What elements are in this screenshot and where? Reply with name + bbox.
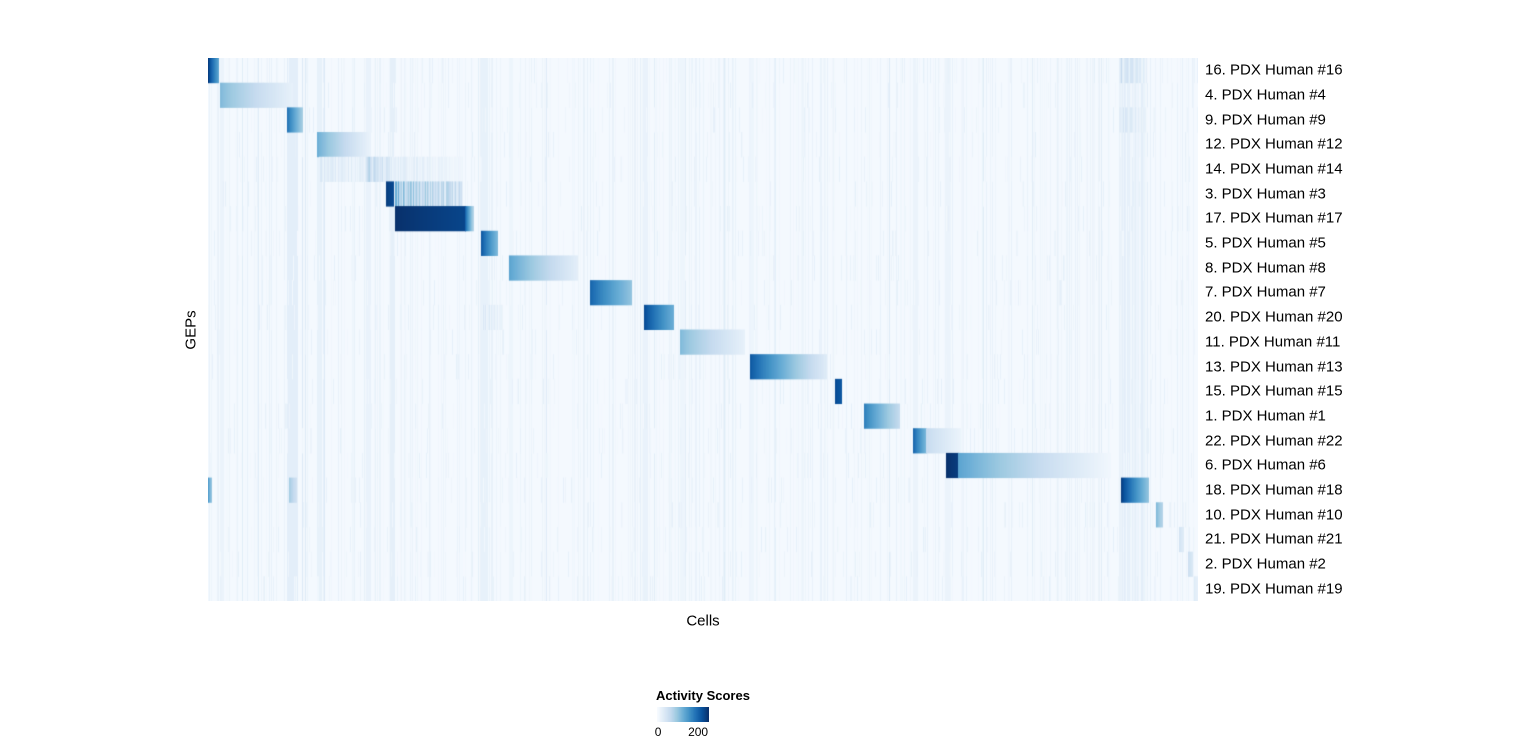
row-label: 13. PDX Human #13 [1205, 358, 1343, 376]
heatmap-canvas [208, 58, 1198, 601]
legend-tick-label: 200 [688, 725, 709, 739]
row-label: 17. PDX Human #17 [1205, 209, 1343, 227]
row-label: 19. PDX Human #19 [1205, 580, 1343, 598]
row-label: 16. PDX Human #16 [1205, 61, 1343, 79]
row-label: 4. PDX Human #4 [1205, 86, 1326, 104]
row-label: 21. PDX Human #21 [1205, 530, 1343, 548]
legend-tick-label: 0 [654, 725, 662, 739]
row-label: 15. PDX Human #15 [1205, 382, 1343, 400]
row-label: 2. PDX Human #2 [1205, 555, 1326, 573]
row-label: 12. PDX Human #12 [1205, 135, 1343, 153]
legend-ticks: 0 200 [654, 725, 717, 739]
legend: Activity Scores 0 200 [654, 688, 816, 743]
row-label: 22. PDX Human #22 [1205, 432, 1343, 450]
row-label: 10. PDX Human #10 [1205, 506, 1343, 524]
x-axis-label: Cells [686, 612, 720, 630]
row-label: 5. PDX Human #5 [1205, 234, 1326, 252]
row-label: 9. PDX Human #9 [1205, 111, 1326, 129]
row-label: 7. PDX Human #7 [1205, 283, 1326, 301]
row-labels: 16. PDX Human #16 4. PDX Human #4 9. PDX H… [1205, 58, 1535, 601]
legend-title: Activity Scores [656, 688, 750, 703]
y-axis-label: GEPs [182, 310, 200, 350]
row-label: 14. PDX Human #14 [1205, 160, 1343, 178]
row-label: 1. PDX Human #1 [1205, 407, 1326, 425]
row-label: 3. PDX Human #3 [1205, 185, 1326, 203]
row-label: 20. PDX Human #20 [1205, 308, 1343, 326]
row-label: 6. PDX Human #6 [1205, 456, 1326, 474]
row-label: 11. PDX Human #11 [1205, 333, 1341, 351]
row-label: 8. PDX Human #8 [1205, 259, 1326, 277]
row-label: 18. PDX Human #18 [1205, 481, 1343, 499]
legend-colorbar [657, 707, 709, 722]
